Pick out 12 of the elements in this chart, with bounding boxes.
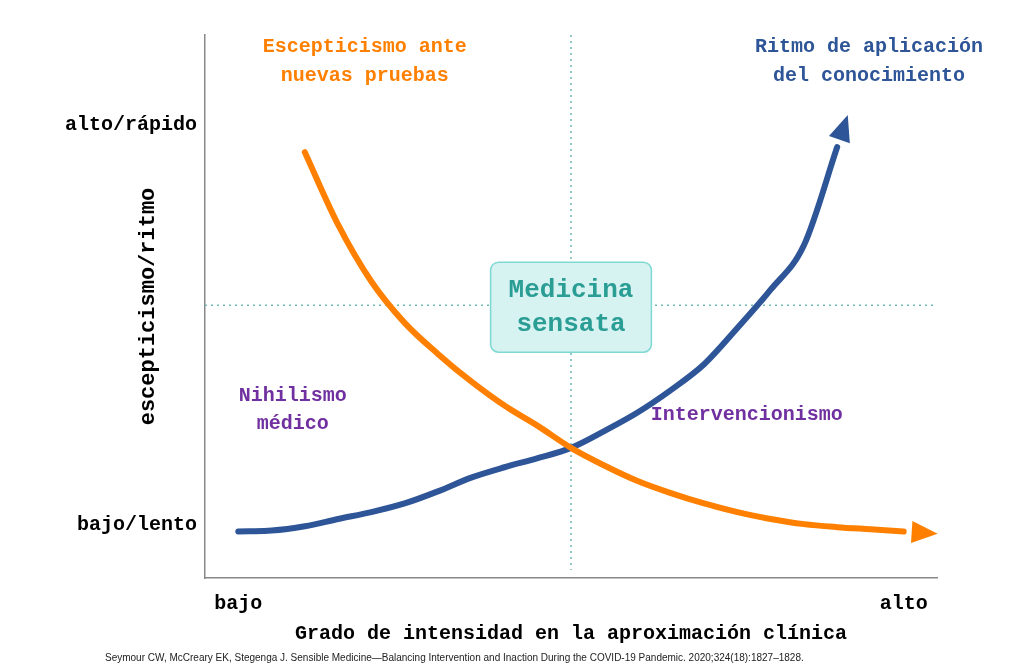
text: Ritmo de aplicación del conocimiento <box>754 35 983 87</box>
x-tick-label: bajo <box>214 592 263 616</box>
annotation: Intervencionismo <box>650 403 843 427</box>
x-axis-title: Grado de intensidad en la aproximación clínica <box>294 622 848 646</box>
annotation: Medicina sensata <box>508 274 634 339</box>
text: bajo/lento <box>76 513 197 537</box>
text: Seymour CW, McCreary EK, Stegenga J. Sensible Medicine—Balancing Intervention and Inaction During the COVID-19 Pandemic. 2020;324(18):1827–1828. <box>105 652 804 663</box>
annotation: Nihilismo médico <box>238 383 347 435</box>
x-tick-label: alto <box>879 592 928 616</box>
text: Escepticismo ante nuevas pruebas <box>262 35 467 87</box>
text: alto/rápido <box>64 113 197 137</box>
y-axis-title: escepticismo/ritmo <box>135 187 161 426</box>
